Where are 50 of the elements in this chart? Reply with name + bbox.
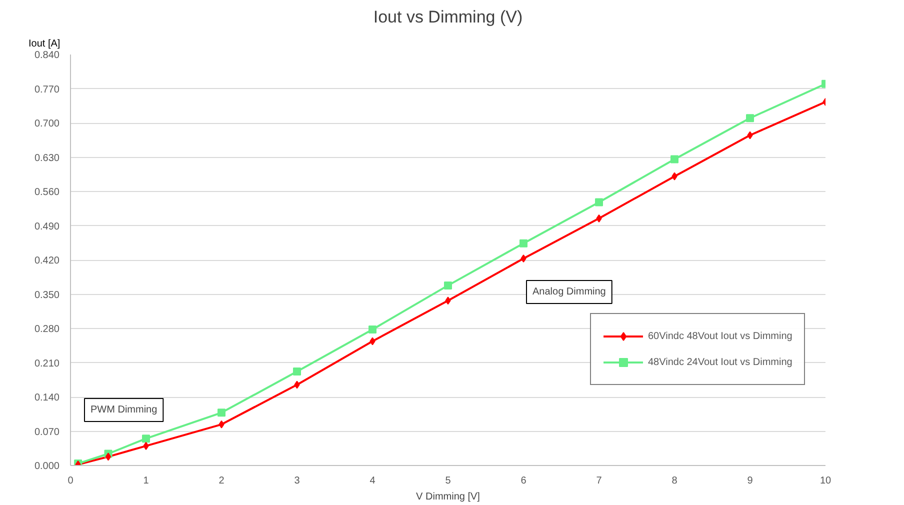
point [293, 368, 301, 376]
y-tick-label: 0.560 [34, 187, 60, 198]
point [746, 114, 754, 122]
point [596, 214, 602, 222]
point [370, 337, 376, 346]
point [294, 380, 300, 389]
point [520, 239, 528, 248]
point [520, 254, 526, 263]
y-tick-label: 0.280 [34, 324, 60, 335]
y-tick-label: 0.210 [34, 358, 60, 370]
point [218, 408, 226, 417]
x-tick-label: 8 [672, 476, 678, 486]
x-tick-label: 7 [596, 476, 602, 486]
y-axis-title: Iout [A] [28, 38, 60, 50]
point [368, 325, 376, 334]
y-tick-label: 0.140 [34, 392, 60, 404]
y-tick-label: 0.070 [34, 426, 60, 438]
y-tick-label: 0.630 [34, 152, 60, 164]
x-tick-label: 4 [370, 476, 376, 486]
legend-label: 48Vindc 24Vout Iout vs Dimming [648, 356, 792, 368]
x-tick-label: 2 [218, 476, 225, 486]
x-axis-title: V Dimming [V] [416, 492, 480, 502]
x-tick-label: 5 [445, 476, 452, 486]
point [747, 131, 753, 140]
annotation: PWM Dimming [90, 404, 158, 416]
x-tick-label: 1 [143, 476, 150, 486]
point [218, 420, 224, 428]
legend-label: 60Vindc 48Vout Iout vs Dimming [648, 330, 792, 342]
x-tick-label: 10 [820, 476, 832, 486]
point [445, 296, 451, 305]
x-tick-label: 3 [294, 476, 300, 486]
annotation: Analog Dimming [532, 286, 606, 298]
point [444, 281, 452, 290]
point [142, 434, 150, 443]
y-tick-label: 0.770 [34, 84, 60, 96]
x-tick-label: 9 [747, 476, 754, 486]
x-tick-label: 6 [520, 476, 527, 486]
y-tick-label: 0.700 [34, 118, 60, 130]
y-tick-label: 0.840 [34, 50, 60, 61]
y-tick-label: 0.420 [34, 256, 60, 266]
point [670, 155, 678, 164]
chart-title: Iout vs Dimming (V) [373, 8, 523, 26]
point [595, 198, 603, 206]
y-tick-label: 0.350 [34, 290, 60, 301]
point [105, 452, 112, 461]
x-tick-label: 0 [68, 476, 74, 486]
point [143, 442, 149, 450]
y-tick-label: 0.000 [34, 461, 60, 472]
y-tick-label: 0.490 [34, 221, 60, 232]
point [672, 172, 678, 180]
